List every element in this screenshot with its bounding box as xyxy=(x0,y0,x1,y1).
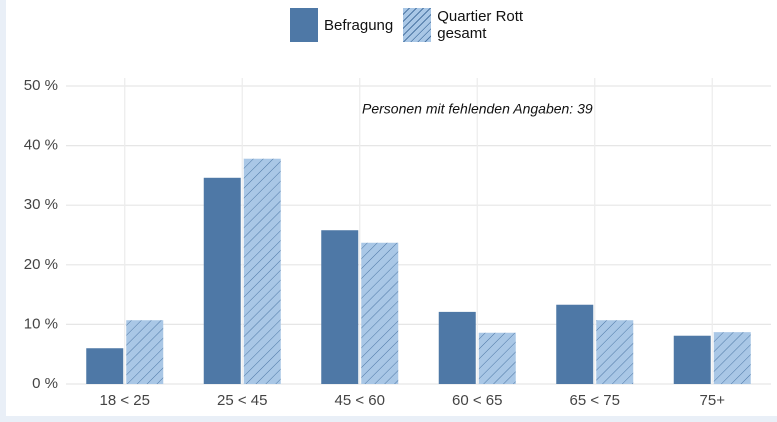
x-tick-label: 25 < 45 xyxy=(217,392,267,409)
bar xyxy=(713,332,751,384)
bar xyxy=(478,332,516,384)
bar xyxy=(596,320,634,384)
x-tick-label: 18 < 25 xyxy=(100,392,150,409)
legend: Befragung Quartier Rott gesamt xyxy=(290,8,539,42)
y-tick-label: 40 % xyxy=(24,137,58,154)
legend-label: Befragung xyxy=(324,16,394,34)
bar xyxy=(556,304,594,384)
y-tick-label: 0 % xyxy=(32,375,58,392)
legend-key xyxy=(290,8,318,42)
bar xyxy=(203,177,241,384)
chart: Personen mit fehlenden Angaben: 39 0 % 10… xyxy=(24,77,771,409)
legend-item: Quartier Rott gesamt xyxy=(403,8,535,42)
y-tick-label: 10 % xyxy=(24,315,58,332)
bar xyxy=(126,320,164,384)
bar xyxy=(321,230,359,384)
legend-label: Quartier Rott gesamt xyxy=(437,8,524,42)
bar xyxy=(438,311,476,384)
x-tick-label: 75+ xyxy=(700,392,726,409)
x-tick-label: 45 < 60 xyxy=(335,392,385,409)
y-tick-label: 20 % xyxy=(24,256,58,273)
bar xyxy=(361,242,399,384)
legend-key xyxy=(403,8,432,42)
y-tick-label: 50 % xyxy=(24,77,58,94)
x-tick-label: 60 < 65 xyxy=(452,392,502,409)
bar xyxy=(243,158,281,384)
annotation: Personen mit fehlenden Angaben: 39 xyxy=(362,101,593,117)
bar xyxy=(86,348,124,384)
legend-item: Befragung xyxy=(290,8,393,42)
y-tick-label: 30 % xyxy=(24,196,58,213)
bar xyxy=(673,335,711,384)
x-tick-label: 65 < 75 xyxy=(570,392,620,409)
